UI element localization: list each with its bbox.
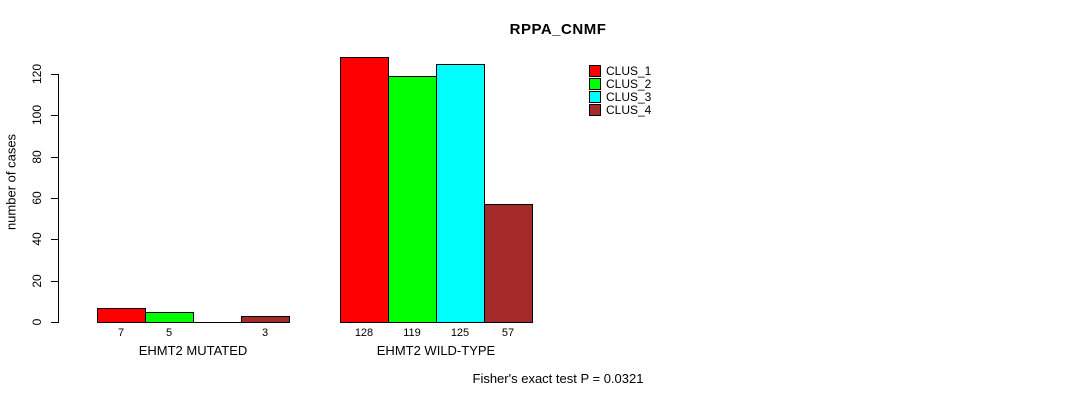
bar-clus_4-wild-type xyxy=(484,204,533,323)
legend-swatch-clus_3 xyxy=(589,91,601,103)
bar-clus_1-wild-type xyxy=(340,57,389,323)
y-tick-label: 0 xyxy=(30,318,44,326)
y-tick-label: 100 xyxy=(30,104,44,126)
bar-clus_3-wild-type xyxy=(436,64,485,323)
y-tick-label: 20 xyxy=(30,274,44,288)
bar-value-label: 128 xyxy=(354,327,374,339)
y-tick-label: 80 xyxy=(30,150,44,164)
y-tick-label: 120 xyxy=(30,63,44,85)
legend-label-clus_3: CLUS_3 xyxy=(606,90,652,104)
legend-label-clus_1: CLUS_1 xyxy=(606,64,652,78)
y-axis-tick xyxy=(51,281,58,282)
x-category-label: EHMT2 MUTATED xyxy=(138,343,248,358)
bar-clus_2-wild-type xyxy=(388,76,437,323)
bar-value-label: 7 xyxy=(117,327,125,339)
y-axis-tick xyxy=(51,198,58,199)
chart-title: RPPA_CNMF xyxy=(509,21,607,38)
bar-clus_2-mutated xyxy=(145,312,194,323)
legend-label-clus_4: CLUS_4 xyxy=(606,103,652,117)
bar-value-label: 119 xyxy=(403,327,421,339)
legend-swatch-clus_2 xyxy=(589,78,601,90)
bar-value-label: 5 xyxy=(165,327,173,339)
annotation-text: Fisher's exact test P = 0.0321 xyxy=(472,371,644,386)
bar-clus_4-mutated xyxy=(241,316,290,323)
y-axis-tick xyxy=(51,322,58,323)
y-axis-line xyxy=(58,74,59,323)
y-axis-title: number of cases xyxy=(3,133,19,231)
bar-value-label: 3 xyxy=(261,327,269,339)
legend-swatch-clus_4 xyxy=(589,104,601,116)
legend-swatch-clus_1 xyxy=(589,65,601,77)
legend-label-clus_2: CLUS_2 xyxy=(606,77,652,91)
y-axis-tick xyxy=(51,115,58,116)
bar-clus_1-mutated xyxy=(97,308,146,323)
bar-value-label: 57 xyxy=(501,327,515,339)
x-category-label: EHMT2 WILD-TYPE xyxy=(376,343,496,358)
y-tick-label: 40 xyxy=(30,232,44,246)
y-axis-tick xyxy=(51,157,58,158)
y-tick-label: 60 xyxy=(30,191,44,205)
y-axis-tick xyxy=(51,74,58,75)
bar-value-label: 125 xyxy=(450,327,470,339)
y-axis-tick xyxy=(51,239,58,240)
